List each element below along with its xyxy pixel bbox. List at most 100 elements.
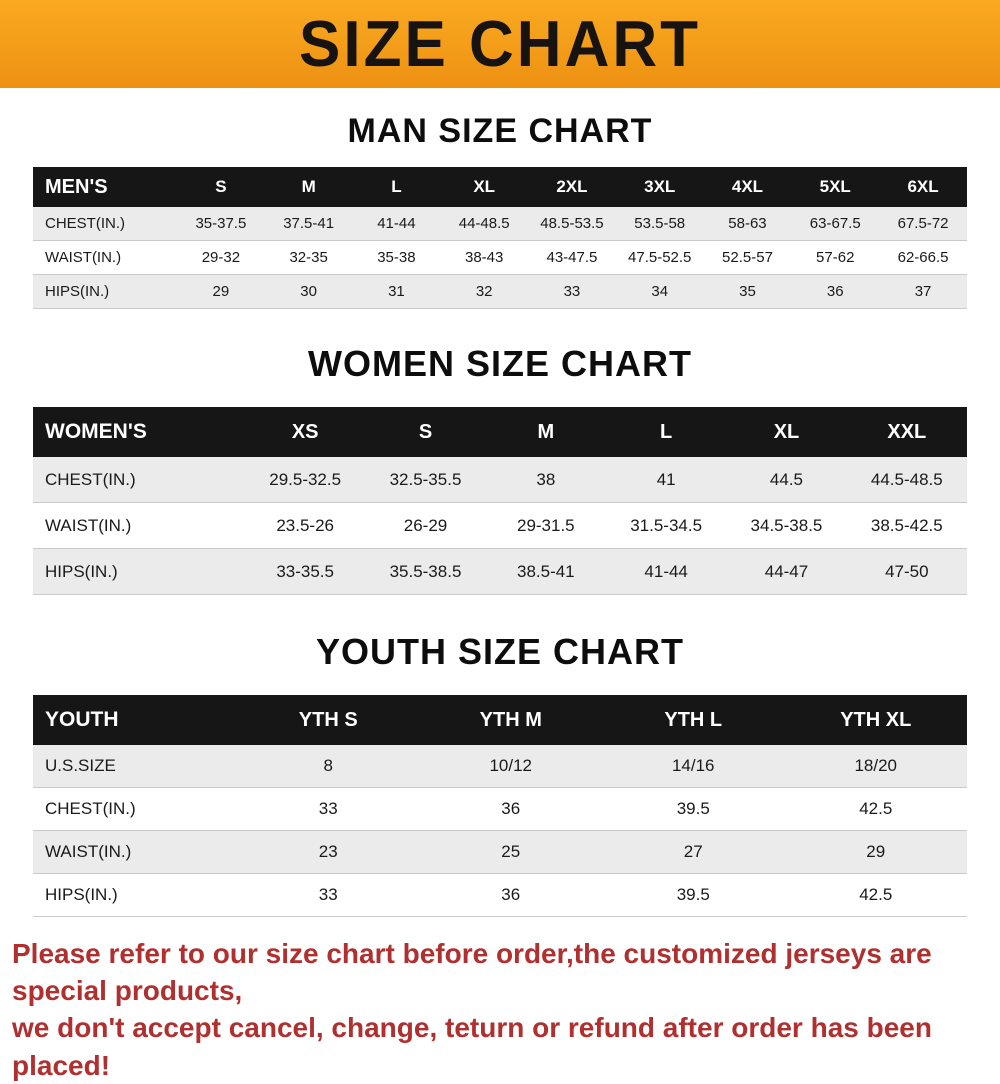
- measure-value: 29: [212, 283, 230, 300]
- man-section-title: MAN SIZE CHART: [347, 112, 653, 150]
- size-column-header: XS: [291, 420, 319, 443]
- measure-value: 26-29: [403, 515, 448, 535]
- banner-title: SIZE CHART: [299, 7, 701, 81]
- measure-value: 18/20: [854, 756, 898, 775]
- table-header-row: MEN'S S M L XL 2XL 3XL 4XL 5XL 6XL: [33, 167, 967, 207]
- youth-size-section: YOUTH SIZE CHART YOUTH YTH S YTH M YTH L YTH…: [0, 631, 1000, 917]
- measure-value: 38: [536, 469, 556, 489]
- measure-value: 33: [318, 799, 338, 818]
- table-row: HIPS(IN.) 33-35.5 35.5-38.5 38.5-41 41-44 44-…: [33, 548, 967, 595]
- size-column-header: YTH L: [664, 708, 723, 731]
- measure-value: 38.5-42.5: [870, 515, 943, 535]
- measure-value: 29-32: [201, 249, 241, 266]
- size-column-header: L: [660, 420, 673, 443]
- size-column-header: XL: [773, 420, 800, 443]
- measure-value: 23: [318, 842, 338, 861]
- measure-value: 53.5-58: [634, 215, 686, 232]
- measure-label: U.S.SIZE: [45, 756, 116, 775]
- size-column-header: 5XL: [819, 177, 851, 196]
- man-size-table: MEN'S S M L XL 2XL 3XL 4XL 5XL 6XL CHEST(IN.) 35-37…: [33, 167, 967, 309]
- size-column-header: S: [215, 177, 227, 196]
- measure-label: CHEST(IN.): [45, 799, 136, 818]
- table-row: HIPS(IN.) 29 30 31 32 33 34 35 36 37: [33, 274, 967, 309]
- measure-value: 36: [501, 885, 521, 904]
- footer-notice: Please refer to our size chart before or…: [12, 935, 990, 1084]
- measure-value: 36: [826, 283, 844, 300]
- measure-value: 37.5-41: [283, 215, 335, 232]
- measure-value: 29.5-32.5: [269, 469, 342, 489]
- measure-value: 34: [651, 283, 669, 300]
- measure-label: HIPS(IN.): [45, 885, 118, 904]
- youth-section-title: YOUTH SIZE CHART: [315, 631, 684, 672]
- measure-value: 39.5: [676, 885, 710, 904]
- measure-value: 33-35.5: [276, 561, 334, 581]
- man-size-section: MAN SIZE CHART MEN'S S M L XL 2XL 3XL 4XL 5XL 6XL…: [0, 112, 1000, 309]
- measure-value: 25: [501, 842, 521, 861]
- measure-value: 38-43: [464, 249, 504, 266]
- measure-label: HIPS(IN.): [45, 561, 118, 581]
- measure-value: 33: [318, 885, 338, 904]
- size-column-header: L: [391, 177, 402, 196]
- measure-value: 41-44: [377, 215, 416, 232]
- measure-value: 37: [914, 283, 932, 300]
- measure-value: 58-63: [728, 215, 767, 232]
- size-column-header: 3XL: [644, 177, 676, 196]
- measure-value: 35-38: [377, 249, 416, 266]
- measure-value: 47.5-52.5: [628, 249, 692, 266]
- measure-value: 30: [300, 283, 317, 300]
- table-row: WAIST(IN.) 23.5-26 26-29 29-31.5 31.5-34.5 34…: [33, 502, 967, 549]
- table-row: WAIST(IN.) 23 25 27 29: [33, 830, 967, 874]
- youth-size-table: YOUTH YTH S YTH M YTH L YTH XL U.S.SIZE 8 10/12…: [33, 695, 967, 917]
- measure-value: 39.5: [676, 799, 710, 818]
- size-column-header: S: [418, 420, 433, 443]
- table-row: CHEST(IN.) 29.5-32.5 32.5-35.5 38 41 44.5 44.5…: [33, 457, 967, 503]
- measure-value: 35-37.5: [195, 215, 247, 232]
- measure-value: 44.5-48.5: [870, 469, 943, 489]
- measure-value: 52.5-57: [722, 249, 773, 266]
- measure-value: 44.5: [769, 469, 804, 489]
- measure-value: 35: [739, 283, 756, 300]
- size-column-header: XXL: [887, 420, 927, 443]
- measure-value: 32: [475, 283, 493, 300]
- women-size-section: WOMEN SIZE CHART WOMEN'S XS S M L XL XXL CHEST(…: [0, 343, 1000, 595]
- table-header-row: YOUTH YTH S YTH M YTH L YTH XL: [33, 695, 967, 745]
- women-section-title: WOMEN SIZE CHART: [308, 343, 692, 384]
- measure-value: 41-44: [644, 561, 688, 581]
- measure-value: 62-66.5: [897, 249, 949, 266]
- measure-value: 34.5-38.5: [750, 515, 823, 535]
- measure-value: 63-67.5: [809, 215, 861, 232]
- measure-value: 29-31.5: [516, 515, 575, 535]
- measure-value: 33: [563, 283, 581, 300]
- measure-label: WAIST(IN.): [45, 842, 132, 861]
- measure-value: 43-47.5: [546, 249, 598, 266]
- measure-value: 57-62: [816, 249, 855, 266]
- measure-value: 67.5-72: [897, 215, 949, 232]
- measure-value: 36: [501, 799, 521, 818]
- size-column-header: YTH S: [298, 708, 358, 731]
- size-column-header: 2XL: [556, 177, 588, 196]
- measure-value: 42.5: [859, 885, 893, 904]
- measure-label: HIPS(IN.): [45, 283, 110, 300]
- measure-value: 29: [866, 842, 886, 861]
- table-corner-label: MEN'S: [45, 175, 108, 198]
- table-corner-label: YOUTH: [45, 708, 119, 731]
- size-column-header: M: [537, 420, 555, 443]
- measure-value: 41: [656, 469, 676, 489]
- measure-value: 47-50: [885, 561, 929, 581]
- measure-value: 42.5: [859, 799, 893, 818]
- measure-value: 44-47: [764, 561, 809, 581]
- measure-value: 27: [683, 842, 703, 861]
- size-column-header: XL: [473, 177, 496, 196]
- measure-value: 35.5-38.5: [389, 561, 462, 581]
- measure-value: 32.5-35.5: [389, 469, 462, 489]
- measure-value: 14/16: [671, 756, 715, 775]
- measure-value: 10/12: [489, 756, 533, 775]
- measure-label: CHEST(IN.): [45, 215, 125, 232]
- size-column-header: 4XL: [731, 177, 764, 196]
- size-column-header: 6XL: [907, 177, 939, 196]
- table-row: WAIST(IN.) 29-32 32-35 35-38 38-43 43-47.5 47.…: [33, 240, 967, 275]
- table-row: HIPS(IN.) 33 36 39.5 42.5: [33, 873, 967, 917]
- table-row: CHEST(IN.) 33 36 39.5 42.5: [33, 787, 967, 831]
- measure-value: 32-35: [289, 249, 328, 266]
- notice-line-1: Please refer to our size chart before or…: [12, 938, 932, 1007]
